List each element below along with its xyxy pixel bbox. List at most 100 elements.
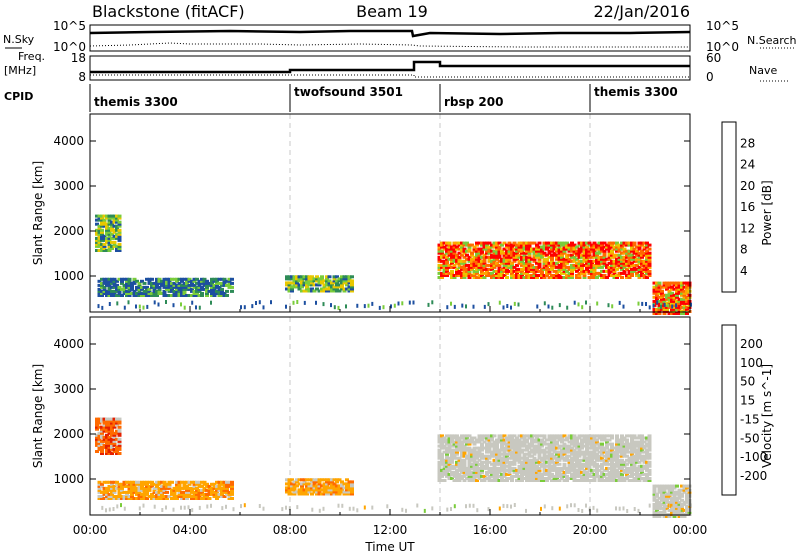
heatmap-cell-morning-echo: [185, 287, 189, 291]
heatmap-cell-rbsp-band: [627, 259, 632, 263]
heatmap-cell-morning-echo: [180, 495, 184, 498]
heatmap-cell-rbsp-band: [490, 442, 494, 446]
heatmap-cell-rbsp-band: [442, 263, 447, 267]
heatmap-cell-rbsp-band: [477, 276, 482, 279]
heatmap-cell-late-echo: [670, 307, 674, 311]
heatmap-cell-twofsound-echo: [292, 492, 297, 496]
heatmap-cell-rbsp-band: [510, 440, 514, 444]
heatmap-cell-morning-echo: [170, 492, 174, 496]
heatmap-cell-rbsp-band: [442, 458, 447, 462]
heatmap-cell-rbsp-band: [540, 448, 544, 452]
heatmap-cell-ground: [191, 300, 194, 305]
heatmap-cell-ground: [517, 302, 520, 307]
heatmap-cell-ground: [652, 303, 655, 308]
heatmap-cell-rbsp-band: [535, 440, 539, 444]
heatmap-cell-twofsound-echo: [287, 482, 292, 486]
heatmap-cell-morning-echo: [105, 294, 109, 297]
heatmap-cell-twofsound-echo: [312, 484, 317, 488]
heatmap-cell-morning-echo: [207, 283, 212, 287]
heatmap-cell-rbsp-band: [635, 477, 639, 480]
heatmap-cell-rbsp-band: [622, 257, 627, 261]
heatmap-cell-rbsp-band: [455, 241, 459, 245]
heatmap-cell-morning-echo: [222, 294, 227, 297]
heatmap-cell-morning-echo: [180, 279, 184, 283]
heatmap-cell-rbsp-band: [492, 261, 497, 265]
heatmap-cell-rbsp-band: [595, 276, 599, 279]
heatmap-cell-morning-echo: [190, 480, 194, 484]
heatmap-cell-rbsp-band: [547, 434, 552, 438]
heatmap-cell-twofsound-echo: [332, 488, 337, 492]
heatmap-cell-rbsp-band: [570, 436, 574, 440]
heatmap-cell-morning-echo: [177, 492, 182, 496]
heatmap-cell-rbsp-band: [492, 468, 497, 472]
heatmap-cell-rbsp-band: [560, 477, 564, 480]
heatmap-cell-morning-echo: [142, 495, 147, 498]
heatmap-cell-rbsp-band: [485, 438, 489, 442]
heatmap-cell-morning-echo: [162, 289, 167, 293]
heatmap-cell-rbsp-band: [582, 472, 587, 476]
heatmap-cell-morning-echo: [192, 495, 197, 498]
heatmap-cell-rbsp-band: [477, 477, 482, 480]
heatmap-cell-rbsp-band: [507, 462, 512, 466]
heatmap-cell-morning-echo: [182, 289, 187, 293]
heatmap-cell-early-echo: [112, 214, 117, 218]
heatmap-cell-rbsp-band: [600, 245, 604, 249]
heatmap-cell-early-echo: [107, 419, 112, 423]
heatmap-cell-morning-echo: [172, 488, 177, 492]
heatmap-cell-rbsp-band: [445, 460, 449, 464]
heatmap-cell-morning-echo: [205, 294, 209, 297]
heatmap-cell-rbsp-band: [580, 450, 584, 454]
heatmap-cell-rbsp-band: [502, 479, 507, 482]
heatmap-cell-rbsp-band: [592, 454, 597, 458]
heatmap-cell-late-echo: [662, 293, 667, 297]
heatmap-cell-rbsp-band: [622, 436, 627, 440]
heatmap-cell-rbsp-band: [602, 462, 607, 466]
heatmap-cell-rbsp-band: [475, 261, 479, 265]
heatmap-cell-rbsp-band: [487, 448, 492, 452]
heatmap-cell-morning-echo: [195, 281, 199, 285]
heatmap-cell-rbsp-band: [605, 444, 609, 448]
heatmap-cell-morning-echo: [210, 292, 214, 295]
y-tick-label: 2000: [53, 427, 84, 441]
heatmap-cell-rbsp-band: [592, 267, 597, 271]
heatmap-cell-rbsp-band: [467, 434, 472, 438]
heatmap-cell-morning-echo: [177, 285, 182, 289]
heatmap-cell-morning-echo: [152, 292, 157, 295]
heatmap-cell-twofsound-echo: [350, 287, 354, 291]
heatmap-cell-twofsound-echo: [317, 480, 322, 484]
heatmap-cell-rbsp-band: [615, 470, 619, 474]
heatmap-cell-ground: [622, 304, 625, 309]
heatmap-cell-morning-echo: [182, 497, 187, 500]
heatmap-cell-early-echo: [115, 429, 119, 433]
heatmap-cell-morning-echo: [177, 486, 182, 490]
heatmap-cell-morning-echo: [130, 281, 134, 285]
heatmap-cell-rbsp-band: [627, 470, 632, 474]
heatmap-cell-rbsp-band: [455, 259, 459, 263]
heatmap-cell-rbsp-band: [507, 440, 512, 444]
heatmap-cell-rbsp-band: [597, 458, 602, 462]
heatmap-cell-rbsp-band: [615, 247, 619, 251]
heatmap-cell-rbsp-band: [595, 442, 599, 446]
heatmap-cell-late-echo: [685, 508, 689, 512]
heatmap-cell-early-echo: [100, 429, 104, 433]
heatmap-cell-morning-echo: [205, 495, 209, 498]
heatmap-cell-late-echo: [657, 515, 662, 518]
heatmap-cell-morning-echo: [190, 289, 194, 293]
heatmap-cell-rbsp-band: [562, 251, 567, 255]
heatmap-cell-ground: [251, 304, 254, 309]
heatmap-cell-rbsp-band: [502, 468, 507, 472]
heatmap-cell-rbsp-band: [545, 450, 549, 454]
heatmap-cell-rbsp-band: [602, 458, 607, 462]
heatmap-cell-rbsp-band: [637, 261, 642, 265]
heatmap-cell-rbsp-band: [455, 245, 459, 249]
heatmap-cell-rbsp-band: [567, 468, 572, 472]
heatmap-cell-rbsp-band: [620, 438, 624, 442]
heatmap-cell-rbsp-band: [577, 458, 582, 462]
heatmap-cell-rbsp-band: [472, 468, 477, 472]
heatmap-cell-rbsp-band: [590, 438, 594, 442]
heatmap-cell-morning-echo: [155, 497, 159, 500]
heatmap-cell-ground: [615, 506, 617, 511]
heatmap-cell-morning-echo: [117, 486, 122, 490]
heatmap-cell-morning-echo: [145, 490, 149, 494]
heatmap-cell-rbsp-band: [610, 255, 614, 259]
